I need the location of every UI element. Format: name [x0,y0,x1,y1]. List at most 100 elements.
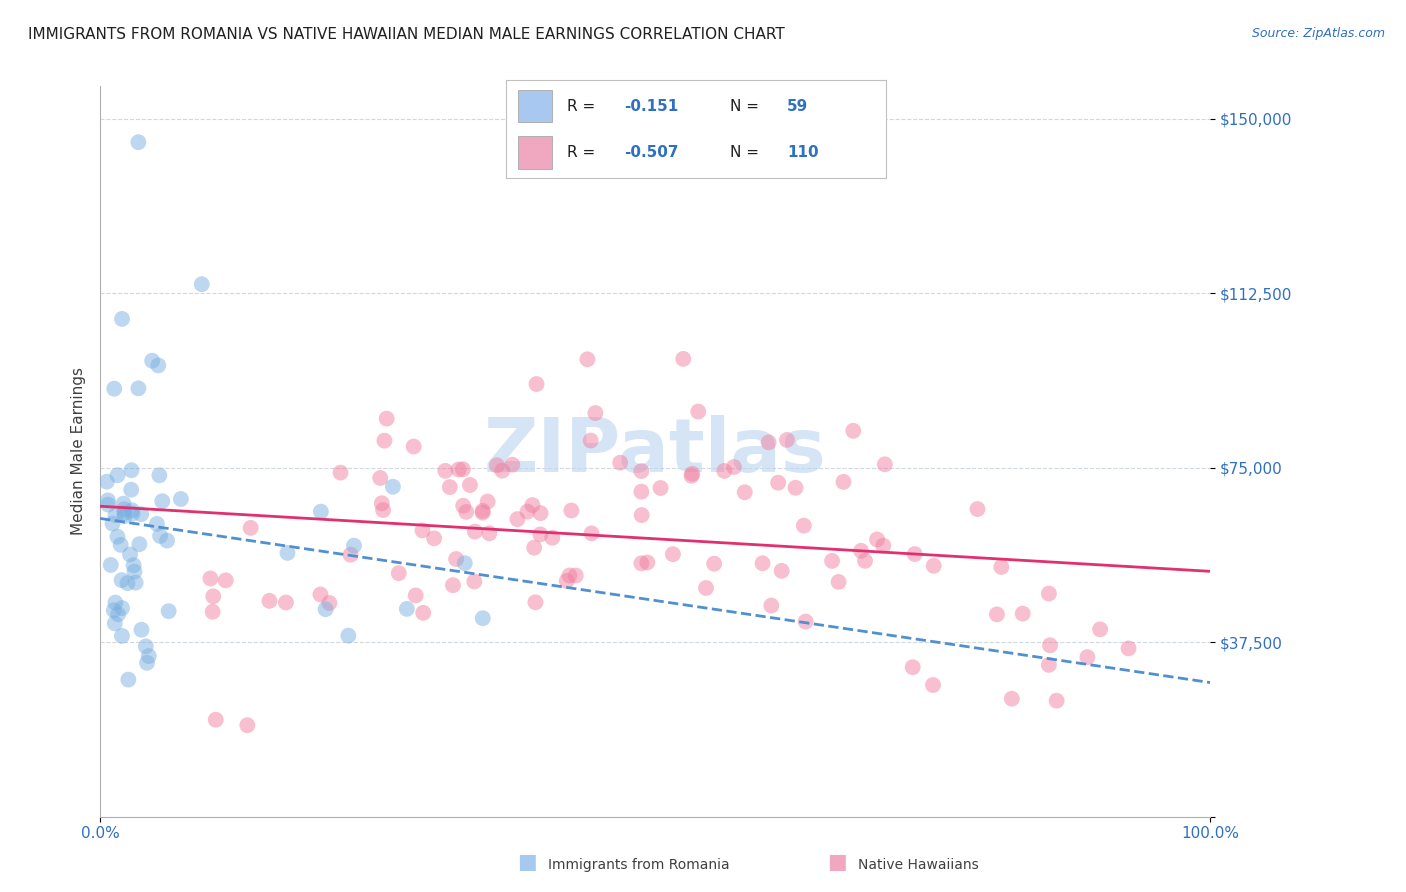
Point [103,382,125,396]
Point [276,546,298,560]
Point [681,468,703,483]
Point [672,351,695,366]
Point [986,607,1008,622]
Point [901,660,924,674]
Point [129,507,152,521]
Point [922,678,945,692]
Point [451,462,474,476]
Point [555,574,578,588]
Point [478,526,501,541]
Point [104,508,127,522]
Point [463,574,485,589]
Point [156,533,179,548]
Point [832,475,855,489]
Point [751,557,773,571]
Point [138,648,160,663]
Point [922,558,945,573]
Point [1118,641,1140,656]
Text: ZIPatlas: ZIPatlas [484,415,827,488]
Point [454,556,477,570]
Point [274,595,297,609]
Point [872,539,894,553]
Point [1038,586,1060,600]
Point [411,524,433,538]
Point [1001,691,1024,706]
Point [471,611,494,625]
Point [100,558,122,572]
Point [636,556,658,570]
Point [339,548,361,562]
Point [1046,694,1069,708]
Point [439,480,461,494]
Point [375,411,398,425]
Point [491,464,513,478]
Point [451,499,474,513]
Point [127,381,149,395]
Point [124,575,146,590]
Point [329,466,352,480]
Point [434,464,457,478]
Point [104,616,127,631]
Point [128,537,150,551]
Point [758,435,780,450]
Point [343,539,366,553]
Point [866,533,889,547]
Text: ■: ■ [517,853,537,872]
Point [529,506,551,520]
Point [581,526,603,541]
Point [485,458,508,473]
Point [200,571,222,585]
Point [337,629,360,643]
Point [471,504,494,518]
Point [1011,607,1033,621]
Point [558,568,581,582]
Point [201,605,224,619]
Point [122,558,145,573]
Point [114,509,136,524]
Point [121,507,143,521]
Text: IMMIGRANTS FROM ROMANIA VS NATIVE HAWAIIAN MEDIAN MALE EARNINGS CORRELATION CHAR: IMMIGRANTS FROM ROMANIA VS NATIVE HAWAII… [28,27,785,42]
Point [630,508,652,522]
Point [522,498,544,512]
Point [444,552,467,566]
Text: -0.151: -0.151 [624,99,678,114]
Point [529,527,551,541]
Point [103,603,125,617]
Point [121,503,143,517]
Point [579,434,602,448]
Point [309,505,332,519]
Point [456,505,478,519]
Point [506,512,529,526]
Point [630,557,652,571]
Point [381,480,404,494]
Point [501,458,523,472]
Point [583,406,606,420]
Text: Immigrants from Romania: Immigrants from Romania [548,858,730,872]
Point [204,713,226,727]
Point [112,497,135,511]
Point [565,568,588,582]
Point [441,578,464,592]
Point [471,506,494,520]
Point [157,604,180,618]
Point [202,590,225,604]
Point [146,516,169,531]
Point [703,557,725,571]
Point [127,135,149,149]
Point [315,602,337,616]
Point [827,574,849,589]
Point [477,494,499,508]
Point [412,606,434,620]
Point [141,353,163,368]
Point [124,565,146,579]
Point [111,312,134,326]
Bar [517,90,551,122]
Text: ■: ■ [827,853,846,872]
Point [131,623,153,637]
Point [388,566,411,581]
Point [112,502,135,516]
Point [681,467,703,481]
Text: R =: R = [567,145,600,160]
Point [111,573,134,587]
Text: R =: R = [567,99,600,114]
